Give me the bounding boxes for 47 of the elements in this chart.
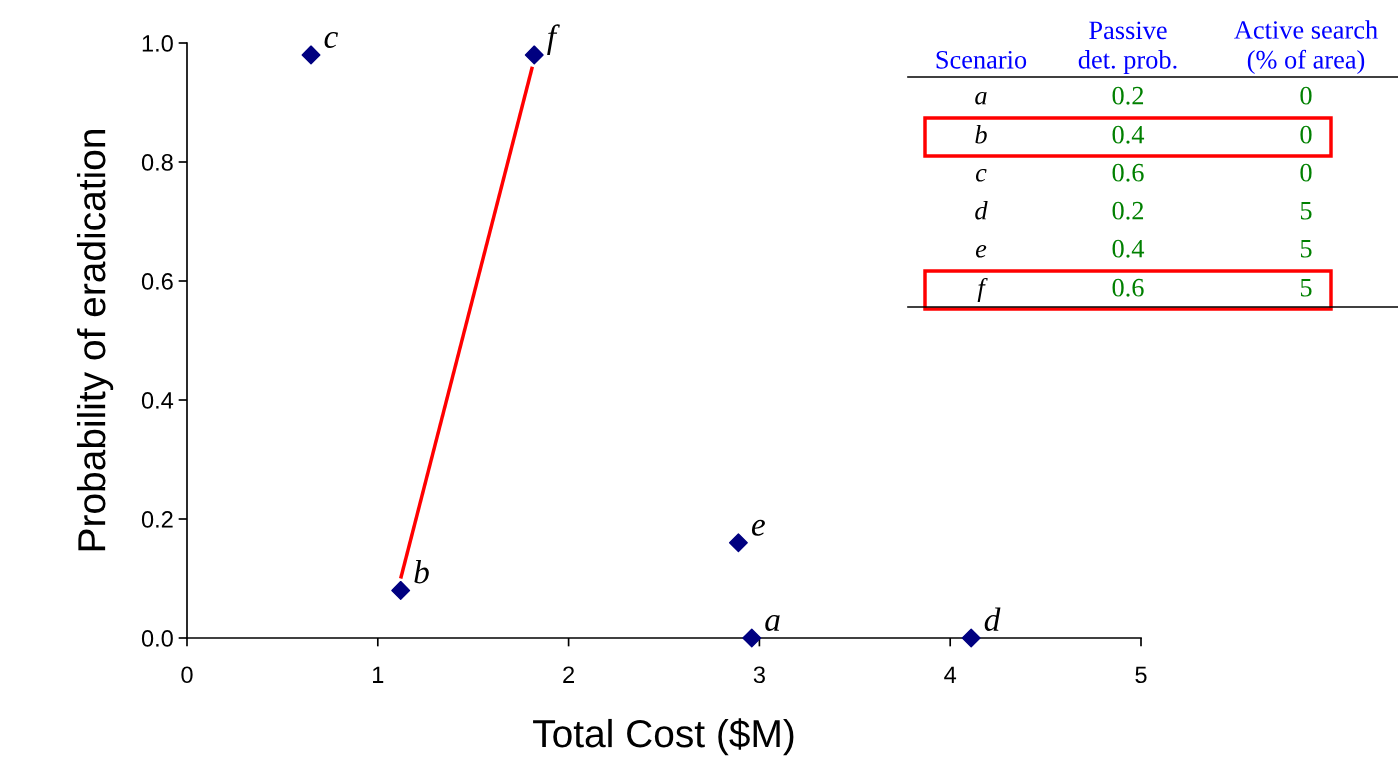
- annotation: Scenario: [936, 50, 1027, 69]
- y-tick-label: 0.0: [141, 630, 173, 647]
- text: Active search (% of area): [1234, 20, 1378, 74]
- x-tick-label: 0: [181, 666, 193, 684]
- point: [391, 580, 411, 600]
- annotation: d: [975, 201, 988, 220]
- annotation: 0.4: [1112, 239, 1145, 258]
- point: [728, 533, 748, 553]
- annotation: f: [547, 24, 560, 55]
- y-tick-label: 0.2: [141, 511, 173, 528]
- x-axis-title: Total Cost ($M): [533, 718, 794, 756]
- annotation: c: [975, 168, 987, 182]
- annotation: c: [324, 31, 338, 48]
- x-tick-label: 5: [1135, 666, 1147, 684]
- text: 5: [1300, 240, 1312, 258]
- x-tick-label: 1: [373, 666, 384, 683]
- annotation: 0.6: [1112, 163, 1144, 182]
- annotation: 0.2: [1112, 201, 1144, 220]
- annotation: e: [751, 519, 765, 536]
- point: [301, 45, 321, 65]
- text: 5: [1300, 279, 1312, 297]
- annotation: 0.2: [1112, 86, 1144, 105]
- x-tick-label: 3: [753, 666, 765, 684]
- point: [961, 628, 981, 648]
- annotation: a: [975, 91, 987, 105]
- annotation: 0.4: [1112, 125, 1145, 144]
- x-tick-label: 4: [944, 666, 957, 683]
- point: [524, 45, 544, 65]
- y-tick-label: 0.4: [141, 392, 174, 409]
- y-axis-title: Probability of eradication: [76, 130, 114, 551]
- annotation: b: [414, 560, 429, 584]
- annotation: f: [977, 277, 988, 303]
- text: 0: [1300, 86, 1312, 105]
- annotation: a: [765, 615, 780, 632]
- annotation: b: [975, 125, 987, 144]
- annotation: e: [975, 244, 987, 258]
- y-tick-label: 0.6: [141, 273, 173, 290]
- text: 0: [1300, 163, 1312, 182]
- text: 5: [1300, 202, 1312, 220]
- annotation: 0.6: [1112, 278, 1144, 297]
- text: 0: [1300, 125, 1312, 144]
- x-tick-label: 2: [563, 666, 574, 683]
- y-tick-label: 0.8: [141, 154, 173, 171]
- point: [742, 628, 762, 648]
- y-tick-label: 1.0: [142, 35, 173, 52]
- annotation: Passive det. prob.: [1078, 21, 1177, 74]
- annotation: d: [984, 607, 1001, 632]
